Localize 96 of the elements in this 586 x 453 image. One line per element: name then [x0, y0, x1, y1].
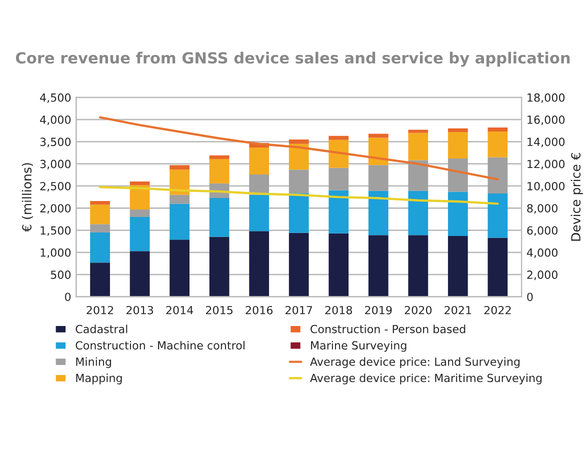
bar — [170, 194, 190, 204]
bar — [448, 132, 468, 159]
y2-tick-label: 6,000 — [527, 226, 558, 236]
y-tick-label: 4,000 — [40, 116, 71, 126]
bar — [209, 236, 230, 297]
x-tick-label: 2017 — [286, 306, 312, 314]
bar — [249, 194, 270, 232]
legend-label: Average device price: Land Surveying — [310, 357, 520, 368]
x-tick-label: 2014 — [166, 306, 194, 314]
bar — [408, 190, 428, 236]
bar — [288, 170, 309, 194]
y2-axis-title: Device price € — [570, 153, 583, 241]
bar — [90, 204, 110, 224]
bar — [90, 232, 110, 263]
x-tick-label: 2019 — [365, 306, 392, 314]
bar — [328, 168, 349, 190]
bar — [328, 136, 349, 140]
bar — [408, 132, 428, 160]
bar — [448, 158, 468, 192]
bar — [170, 204, 190, 240]
bar — [90, 224, 110, 232]
bar — [368, 165, 388, 191]
bar — [488, 194, 508, 238]
bar — [90, 262, 110, 297]
legend-label: Construction - Machine control — [76, 340, 244, 350]
y-tick-label: 2,000 — [40, 204, 71, 214]
bar — [130, 216, 150, 252]
bar — [488, 157, 508, 194]
y-tick-label: 3,000 — [40, 160, 71, 170]
bar — [328, 233, 349, 297]
y2-tick-label: 8,000 — [527, 204, 558, 214]
bar — [368, 138, 388, 166]
y-tick-label: 1,500 — [40, 226, 71, 236]
bar — [170, 240, 190, 297]
y2-tick-label: 2,000 — [527, 270, 558, 280]
legend-label: Average device price: Maritime Surveying — [310, 374, 542, 384]
bar — [368, 235, 388, 297]
y2-tick-label: 10,000 — [528, 182, 565, 192]
bar — [130, 185, 150, 210]
chart-title: Core revenue from GNSS device sales and service by application — [16, 52, 570, 67]
bar — [488, 238, 508, 297]
x-tick-label: 2020 — [404, 306, 432, 314]
legend-label: Construction - Person based — [310, 324, 466, 334]
bar — [209, 198, 230, 237]
bar — [328, 190, 349, 234]
bar — [209, 158, 230, 184]
bar — [288, 144, 309, 170]
bar — [288, 139, 309, 144]
x-tick-label: 2021 — [444, 306, 472, 314]
bar — [130, 209, 150, 217]
bar — [408, 160, 428, 191]
bar — [170, 170, 190, 195]
x-tick-label: 2015 — [206, 306, 232, 314]
bar — [130, 182, 150, 186]
x-tick-label: 2013 — [126, 306, 154, 314]
y-tick-label: 4,500 — [40, 93, 71, 103]
y2-tick-label: 18,000 — [528, 93, 565, 103]
x-tick-label: 2018 — [325, 306, 352, 314]
line-series — [98, 116, 499, 180]
bar — [249, 147, 270, 174]
y-tick-label: 1,000 — [40, 248, 71, 258]
x-tick-label: 2012 — [86, 306, 114, 314]
legend-label: Marine Surveying — [311, 340, 406, 352]
bar — [488, 132, 508, 158]
bar — [408, 235, 428, 297]
bar — [90, 201, 110, 205]
y-tick-label: 3,500 — [40, 138, 71, 148]
legend-label: Mining — [76, 357, 112, 368]
y2-tick-label: 12,000 — [528, 160, 565, 170]
legend-label: Mapping — [76, 374, 122, 384]
line-series — [98, 186, 499, 205]
bar — [408, 130, 428, 133]
bar — [368, 190, 388, 236]
y2-tick-label: 14,000 — [528, 138, 565, 148]
y2-tick-label: 0 — [527, 292, 533, 302]
y-tick-label: 2,500 — [40, 182, 71, 192]
bar — [170, 165, 190, 170]
y-tick-label: 500 — [50, 270, 71, 279]
y2-tick-label: 16,000 — [528, 116, 565, 126]
bar — [209, 155, 230, 159]
bar — [288, 193, 309, 233]
bar — [328, 140, 349, 168]
bar — [448, 236, 468, 297]
x-tick-label: 2022 — [484, 306, 511, 314]
y2-tick-label: 4,000 — [526, 248, 558, 258]
bar — [448, 128, 468, 132]
bar — [249, 231, 270, 297]
bar — [448, 192, 468, 236]
bar — [368, 134, 388, 138]
legend-label: Cadastral — [76, 324, 128, 334]
bar — [288, 232, 309, 297]
bar — [130, 251, 150, 297]
x-tick-label: 2016 — [246, 306, 273, 314]
y-tick-label: 0 — [64, 292, 71, 302]
y-axis-title: € (millions) — [22, 163, 34, 232]
bar — [488, 128, 508, 132]
